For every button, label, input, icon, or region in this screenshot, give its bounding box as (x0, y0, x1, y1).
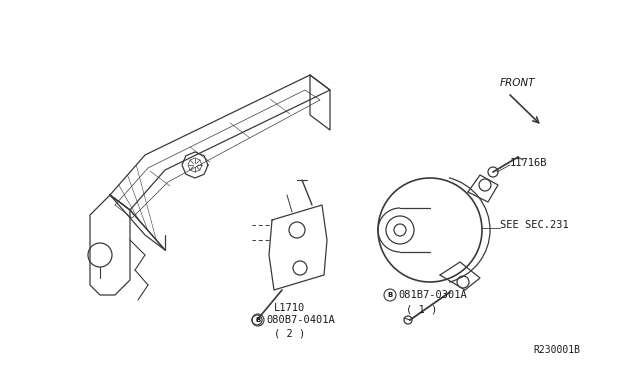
Text: B: B (255, 317, 260, 323)
Text: R230001B: R230001B (533, 345, 580, 355)
Text: 081B7-0301A: 081B7-0301A (398, 290, 467, 300)
Text: B: B (387, 292, 392, 298)
Text: ( 2 ): ( 2 ) (274, 329, 305, 339)
Text: L1710: L1710 (275, 303, 306, 313)
Text: 080B7-0401A: 080B7-0401A (266, 315, 335, 325)
Text: SEE SEC.231: SEE SEC.231 (500, 220, 569, 230)
Text: ( 1 ): ( 1 ) (406, 304, 437, 314)
Text: 11716B: 11716B (510, 158, 547, 168)
Text: FRONT: FRONT (500, 78, 536, 88)
